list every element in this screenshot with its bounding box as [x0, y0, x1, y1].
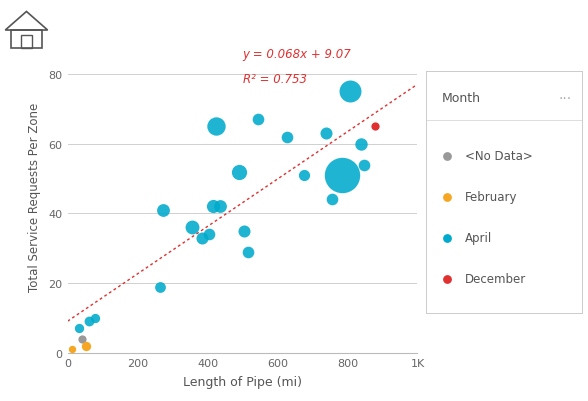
- Y-axis label: Total Service Requests Per Zone: Total Service Requests Per Zone: [28, 102, 41, 291]
- Point: [90, 315, 99, 321]
- Point: [74, 325, 83, 332]
- Point: [360, 162, 369, 168]
- Point: [442, 153, 451, 160]
- Text: February: February: [465, 191, 518, 204]
- Point: [243, 249, 252, 255]
- Point: [299, 172, 309, 179]
- Point: [205, 231, 214, 238]
- Point: [158, 207, 168, 214]
- Point: [253, 117, 263, 123]
- Point: [198, 235, 207, 241]
- Point: [370, 124, 379, 130]
- Point: [327, 197, 336, 203]
- Point: [442, 235, 451, 241]
- Point: [81, 343, 91, 349]
- Point: [85, 318, 94, 325]
- Point: [283, 134, 292, 141]
- Point: [442, 276, 451, 282]
- Point: [215, 204, 225, 210]
- Text: Month: Month: [442, 91, 481, 104]
- Point: [187, 225, 196, 231]
- Text: April: April: [465, 232, 493, 245]
- Bar: [21, 36, 32, 49]
- Point: [346, 89, 355, 95]
- Point: [442, 194, 451, 200]
- Point: [67, 346, 76, 352]
- Text: ···: ···: [559, 91, 572, 105]
- Point: [321, 131, 330, 137]
- Point: [208, 204, 218, 210]
- X-axis label: Length of Pipe (mi): Length of Pipe (mi): [183, 375, 302, 388]
- Point: [338, 172, 347, 179]
- Text: December: December: [465, 273, 526, 286]
- Point: [212, 124, 221, 130]
- Point: [156, 284, 165, 290]
- Point: [77, 336, 86, 342]
- Text: <No Data>: <No Data>: [465, 150, 533, 163]
- Text: R² = 0.753: R² = 0.753: [242, 73, 306, 86]
- Point: [356, 141, 366, 148]
- Point: [239, 228, 249, 235]
- Point: [235, 169, 244, 175]
- Text: y = 0.068x + 9.07: y = 0.068x + 9.07: [242, 48, 351, 61]
